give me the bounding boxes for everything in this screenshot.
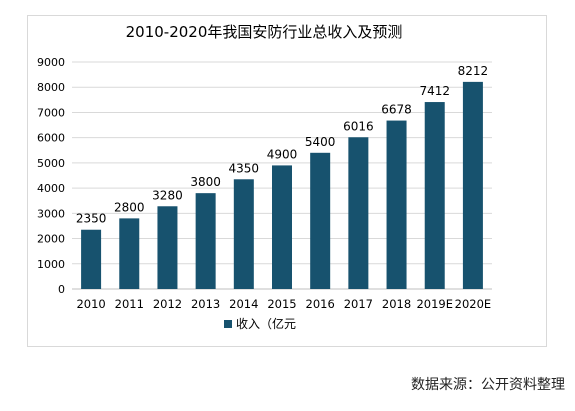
bar	[272, 165, 292, 289]
legend-swatch	[224, 320, 232, 328]
y-tick-label: 0	[58, 283, 65, 296]
data-label: 5400	[305, 135, 336, 149]
y-tick-label: 3000	[37, 207, 65, 220]
y-tick-label: 1000	[37, 258, 65, 271]
x-tick-label: 2014	[229, 297, 258, 311]
source-note: 数据来源：公开资料整理	[411, 377, 565, 393]
y-tick-label: 8000	[37, 81, 65, 94]
y-tick-label: 2000	[37, 233, 65, 246]
x-tick-label: 2020E	[455, 297, 492, 311]
x-tick-label: 2015	[267, 297, 296, 311]
x-tick-label: 2018	[382, 297, 411, 311]
data-label: 3800	[190, 175, 221, 189]
data-label: 6016	[343, 119, 374, 133]
x-tick-label: 2013	[191, 297, 220, 311]
bar	[386, 120, 407, 289]
data-label: 2800	[114, 200, 145, 214]
chart-title: 2010-2020年我国安防行业总收入及预测	[126, 23, 403, 41]
y-tick-label: 4000	[37, 182, 65, 195]
data-label: 8212	[458, 64, 489, 78]
data-label: 6678	[381, 103, 412, 117]
x-tick-label: 2012	[153, 297, 182, 311]
bar	[81, 229, 102, 289]
data-label: 2350	[76, 212, 107, 226]
bar	[424, 102, 445, 289]
y-tick-label: 5000	[37, 157, 65, 170]
data-label: 3280	[152, 188, 183, 202]
bar	[195, 193, 216, 289]
y-tick-label: 9000	[37, 56, 65, 69]
y-tick-label: 7000	[37, 106, 65, 119]
x-tick-label: 2011	[115, 297, 144, 311]
legend-label: 收入（亿元	[236, 316, 296, 331]
bar	[119, 218, 140, 289]
x-tick-label: 2017	[344, 297, 373, 311]
data-label: 7412	[419, 84, 450, 98]
bar	[310, 152, 331, 289]
x-tick-label: 2019E	[416, 297, 453, 311]
bar	[348, 137, 369, 289]
x-tick-label: 2010	[76, 297, 105, 311]
x-tick-label: 2016	[306, 297, 335, 311]
bar	[233, 179, 254, 289]
data-label: 4350	[229, 161, 260, 175]
y-tick-label: 6000	[37, 132, 65, 145]
bar	[462, 81, 483, 289]
bar	[157, 206, 178, 289]
data-label: 4900	[267, 147, 298, 161]
